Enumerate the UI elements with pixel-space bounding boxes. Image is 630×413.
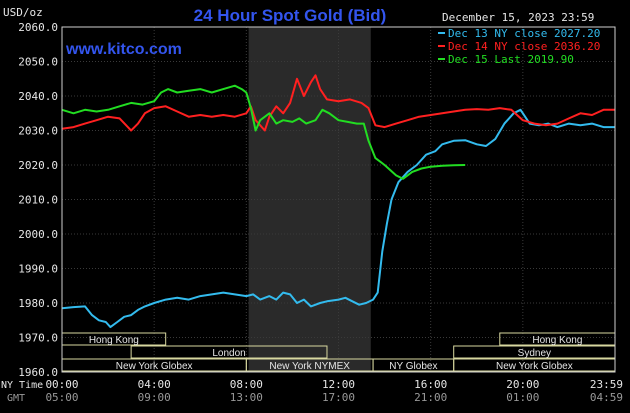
y-tick-label: 1980.0: [18, 297, 58, 310]
y-tick-label: 2030.0: [18, 125, 58, 138]
x-tick-label-gmt: 17:00: [322, 391, 355, 404]
y-tick-label: 2020.0: [18, 159, 58, 172]
y-tick-label: 2010.0: [18, 194, 58, 207]
x-tick-label-ny: 04:00: [138, 378, 171, 391]
session-label: Sydney: [518, 348, 551, 359]
y-axis-unit-label: USD/oz: [3, 6, 43, 19]
y-tick-label: 1990.0: [18, 263, 58, 276]
session-label: New York NYMEX: [269, 361, 350, 372]
chart-title: 24 Hour Spot Gold (Bid): [194, 6, 387, 25]
session-label: NY Globex: [389, 361, 437, 372]
x-tick-label-gmt: 05:00: [45, 391, 78, 404]
x-tick-label-gmt: 13:00: [230, 391, 263, 404]
x-tick-label-ny: 08:00: [230, 378, 263, 391]
x-tick-label-gmt: 21:00: [414, 391, 447, 404]
legend-entry: Dec 15 Last 2019.90: [448, 53, 574, 66]
series-line-1: [61, 108, 615, 329]
y-tick-label: 2040.0: [18, 90, 58, 103]
x-tick-label-gmt: 09:00: [138, 391, 171, 404]
series-line-2: [61, 74, 615, 132]
session-label: New York Globex: [496, 361, 573, 372]
grid: [62, 27, 615, 372]
x-tick-label-ny: 00:00: [45, 378, 78, 391]
session-label: New York Globex: [116, 361, 193, 372]
session-label: Hong Kong: [89, 335, 139, 346]
y-tick-label: 1960.0: [18, 366, 58, 379]
x-tick-label-ny: 20:00: [506, 378, 539, 391]
plot-frame: [61, 26, 616, 373]
session-label: Hong Kong: [532, 335, 582, 346]
gmt-row-label: GMT: [7, 393, 25, 404]
y-tick-label: 2050.0: [18, 56, 58, 69]
y-tick-label: 2000.0: [18, 228, 58, 241]
y-tick-label: 2060.0: [18, 21, 58, 34]
x-tick-label-ny: 12:00: [322, 378, 355, 391]
x-tick-label-ny: 16:00: [414, 378, 447, 391]
date-label: December 15, 2023 23:59: [442, 11, 594, 24]
session-label: London: [212, 348, 245, 359]
legend-entry: Dec 14 NY close 2036.20: [448, 40, 600, 53]
ny-time-row-label: NY Time: [1, 380, 43, 391]
price-series: [61, 74, 615, 329]
series-line-3: [61, 84, 466, 180]
session-box: [130, 345, 328, 359]
x-tick-label-gmt: 04:59: [590, 391, 623, 404]
watermark-url: www.kitco.com: [65, 41, 182, 58]
x-tick-label-gmt: 01:00: [506, 391, 539, 404]
y-tick-label: 1970.0: [18, 332, 58, 345]
x-tick-label-ny: 23:59: [590, 378, 623, 391]
axes: 2060.0 2050.0 2040.0 2030.0 2020.0 2010.0 2000…: [18, 21, 623, 404]
legend-entry: Dec 13 NY close 2027.20: [448, 27, 600, 40]
